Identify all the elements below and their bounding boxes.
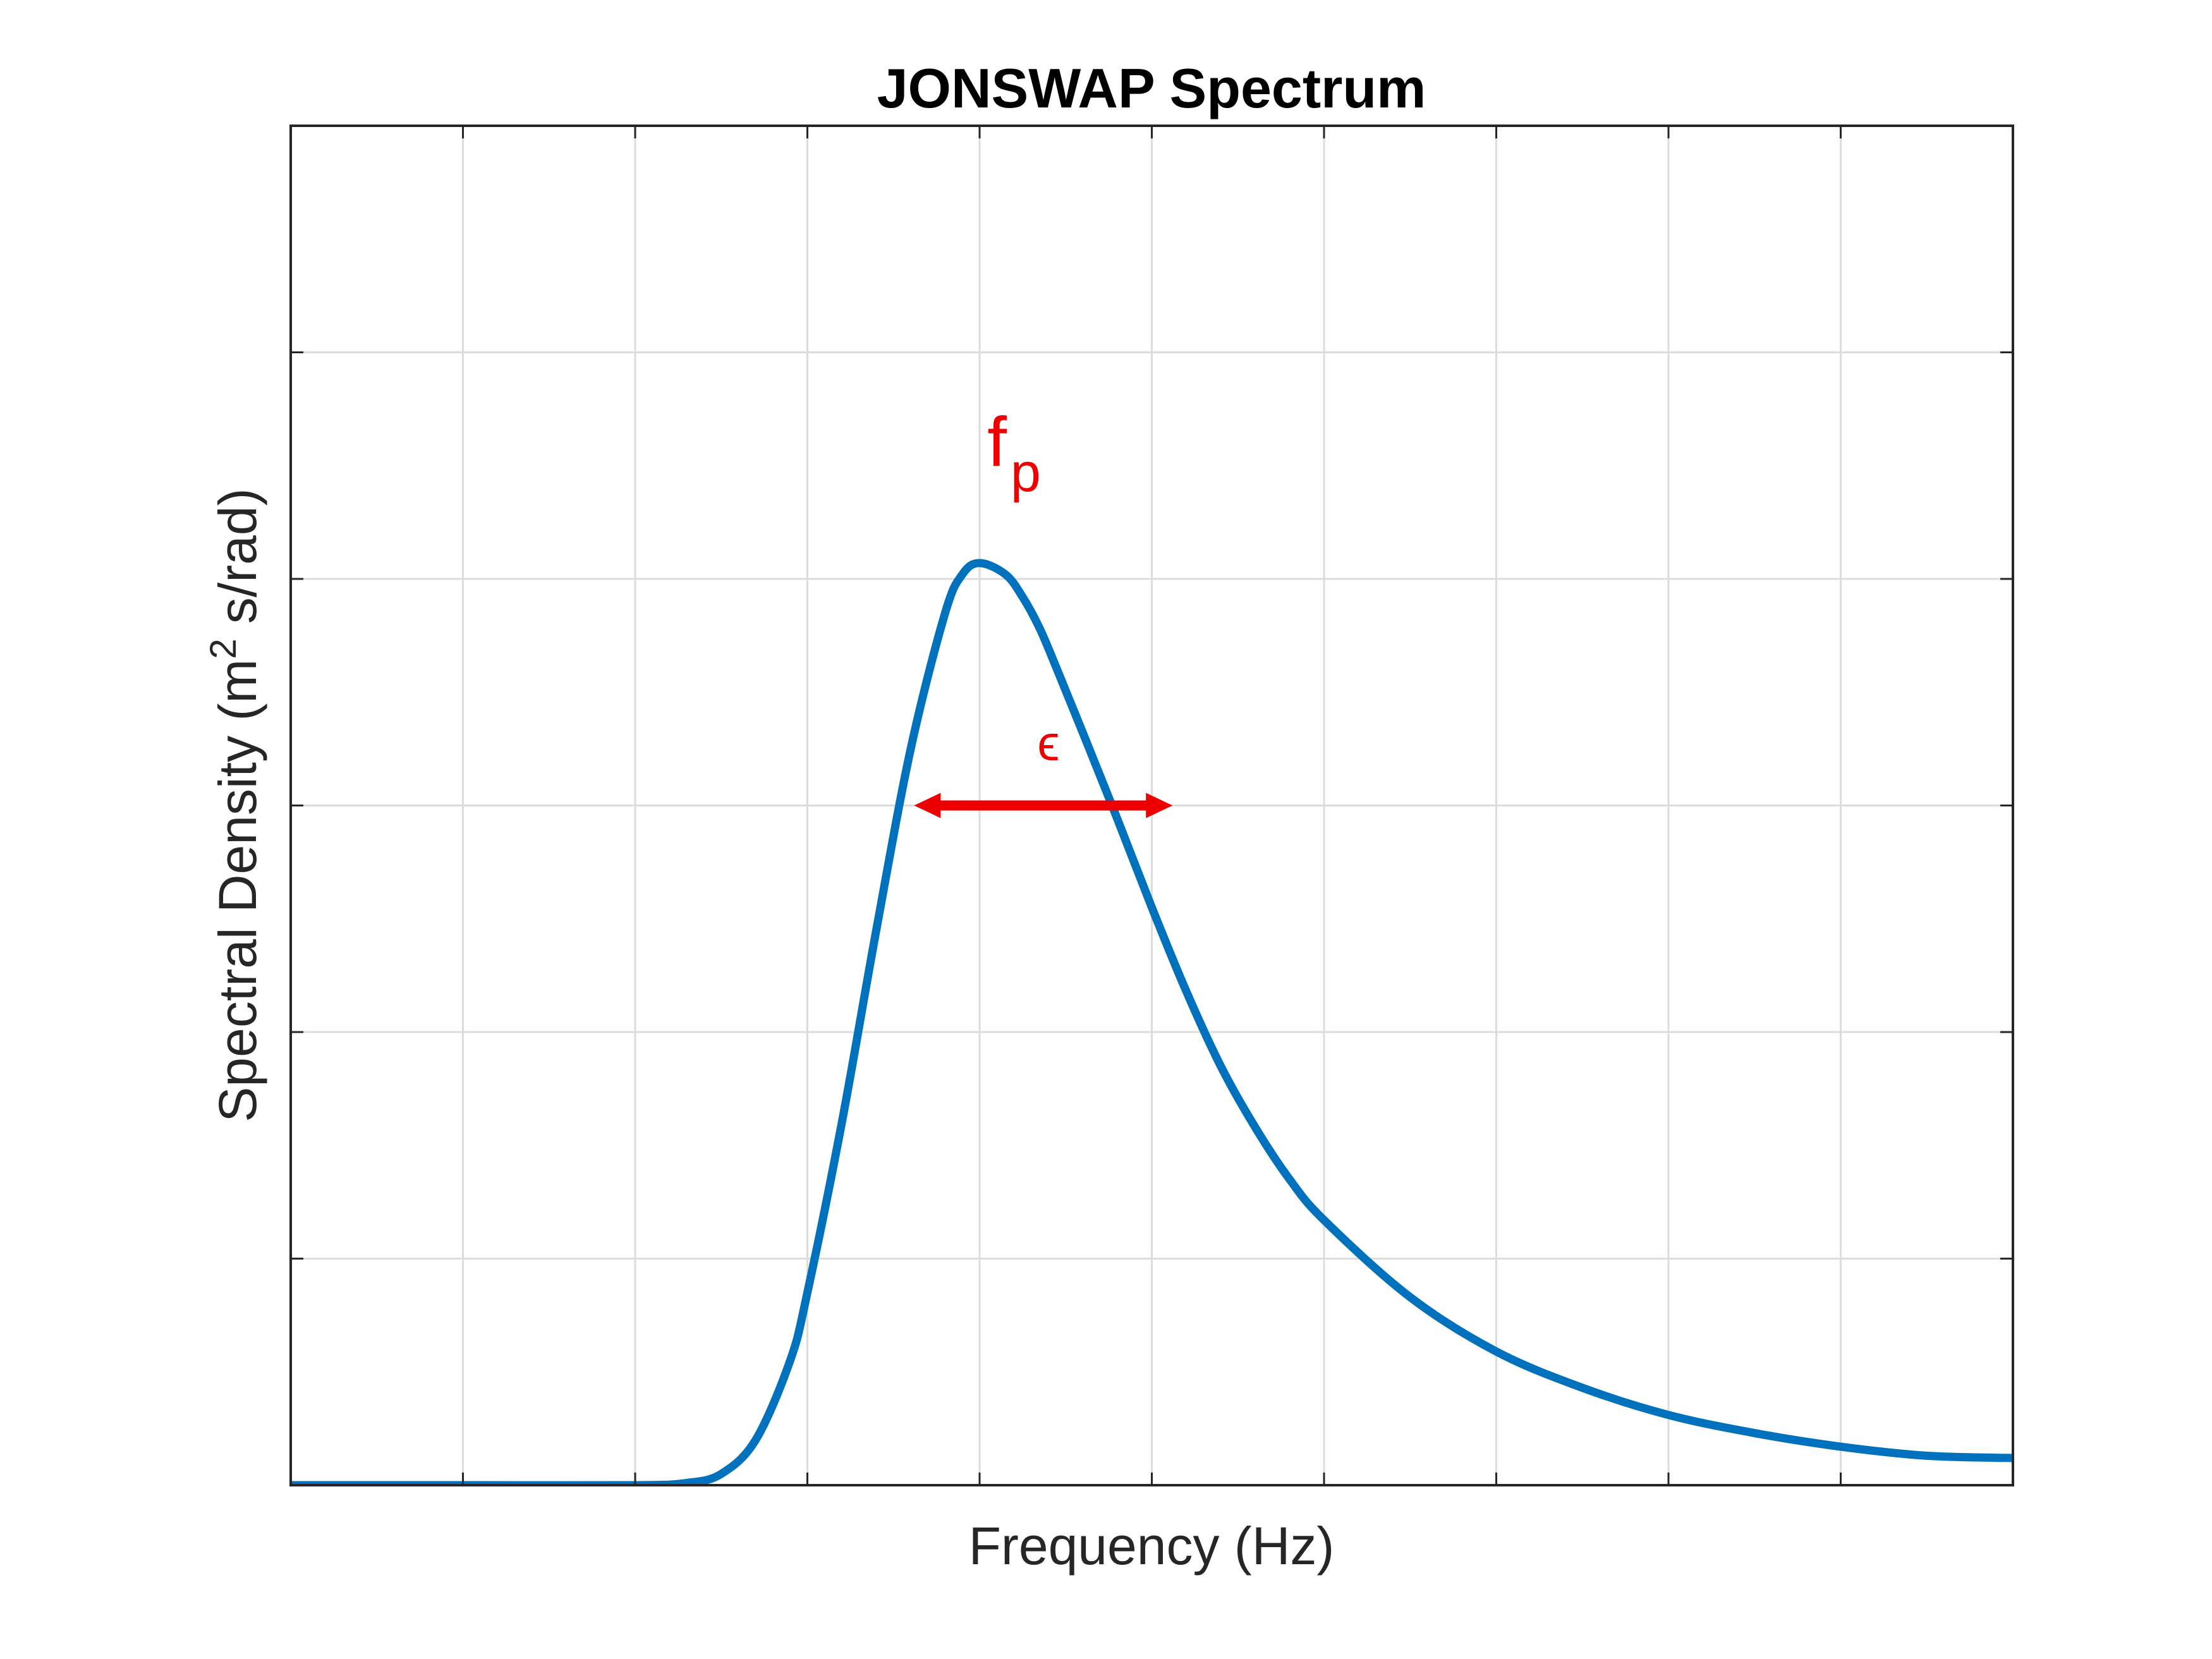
y-axis-label-prefix: Spectral Density (m — [208, 659, 267, 1122]
spectrum-line — [291, 559, 2013, 1485]
annotation-layer: fp ϵ — [914, 403, 1173, 818]
peak-frequency-label: fp — [987, 403, 1040, 503]
bandwidth-arrow-left-head — [914, 793, 941, 818]
bandwidth-arrow-right-head — [1146, 793, 1173, 818]
y-axis-label: Spectral Density (m2 s/rad) — [203, 488, 267, 1122]
y-axis-label-superscript: 2 — [203, 638, 244, 659]
peak-frequency-subscript: p — [1011, 442, 1041, 503]
series-layer — [291, 559, 2013, 1485]
tick-marks — [289, 125, 2014, 1486]
chart-title: JONSWAP Spectrum — [877, 57, 1426, 119]
peak-frequency-main: f — [987, 403, 1007, 481]
x-axis-label: Frequency (Hz) — [969, 1516, 1335, 1576]
y-axis-label-suffix: s/rad) — [208, 488, 267, 638]
bandwidth-epsilon-label: ϵ — [1037, 715, 1059, 771]
